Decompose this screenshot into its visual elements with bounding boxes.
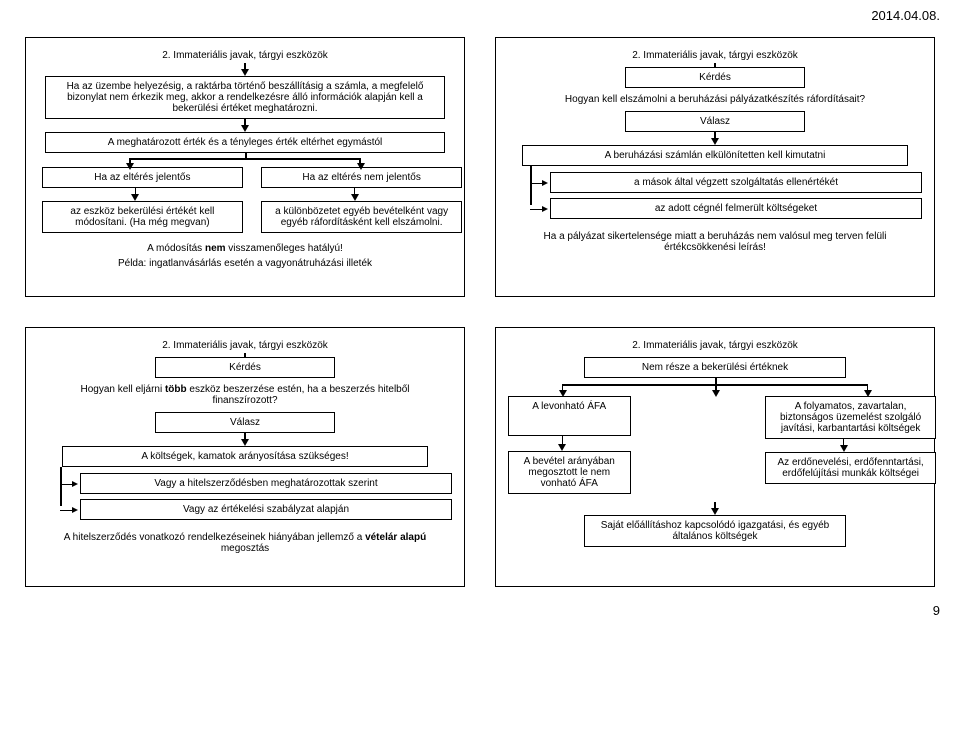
slide2-a2: Ha a pályázat sikertelensége miatt a ber…	[508, 229, 922, 255]
slide3-valasz: Válasz	[155, 412, 335, 433]
split-connector	[38, 153, 452, 167]
slide1-left-head: Ha az eltérés jelentős	[42, 167, 243, 188]
slide4-b3: A folyamatos, zavartalan, biztonságos üz…	[765, 396, 936, 439]
page-grid: 2. Immateriális javak, tárgyi eszközök H…	[0, 27, 960, 597]
slide3-question: Hogyan kell eljárni több eszköz beszerzé…	[46, 382, 444, 408]
slide2-a1: A beruházási számlán elkülönítetten kell…	[522, 145, 909, 166]
slide1-note1: A módosítás nem visszamenőleges hatályú!	[38, 241, 452, 256]
slide1-note2: Példa: ingatlanvásárlás esetén a vagyoná…	[38, 256, 452, 271]
slide2-title: 2. Immateriális javak, tárgyi eszközök	[508, 48, 922, 63]
slide2-a1b: az adott cégnél felmerült költségeket	[550, 198, 922, 219]
slide3-a1a: Vagy a hitelszerződésben meghatározottak…	[80, 473, 452, 494]
slide4-b2: A bevétel arányában megosztott le nem vo…	[508, 451, 631, 494]
slide1-right-head: Ha az eltérés nem jelentős	[261, 167, 462, 188]
slide1-right-body: a különbözetet egyéb bevételként vagy eg…	[261, 201, 462, 233]
slide2-question: Hogyan kell elszámolni a beruházási pály…	[508, 92, 922, 107]
slide4-b4: Az erdőnevelési, erdőfenntartási, erdőfe…	[765, 452, 936, 484]
slide4-split	[508, 378, 922, 396]
footer-page: 9	[0, 597, 960, 624]
slide-2: 2. Immateriális javak, tárgyi eszközök K…	[495, 37, 935, 297]
slide-1: 2. Immateriális javak, tárgyi eszközök H…	[25, 37, 465, 297]
slide4-title: 2. Immateriális javak, tárgyi eszközök	[508, 338, 922, 353]
slide2-a1a: a mások által végzett szolgáltatás ellen…	[550, 172, 922, 193]
slide4-b1: A levonható ÁFA	[508, 396, 631, 436]
header-date: 2014.04.08.	[0, 0, 960, 27]
slide3-a1: A költségek, kamatok arányosítása szüksé…	[62, 446, 428, 467]
slide4-head: Nem része a bekerülési értéknek	[584, 357, 846, 378]
slide-4: 2. Immateriális javak, tárgyi eszközök N…	[495, 327, 935, 587]
slide3-a1b: Vagy az értékelési szabályzat alapján	[80, 499, 452, 520]
slide1-title: 2. Immateriális javak, tárgyi eszközök	[38, 48, 452, 63]
slide3-kerdes: Kérdés	[155, 357, 335, 378]
slide3-title: 2. Immateriális javak, tárgyi eszközök	[38, 338, 452, 353]
slide2-kerdes: Kérdés	[625, 67, 805, 88]
slide1-left-body: az eszköz bekerülési értékét kell módosí…	[42, 201, 243, 233]
slide1-line2-box: A meghatározott érték és a tényleges ért…	[45, 132, 444, 153]
slide2-valasz: Válasz	[625, 111, 805, 132]
slide3-a2: A hitelszerződés vonatkozó rendelkezései…	[38, 530, 452, 556]
slide4-b5: Saját előállításhoz kapcsolódó igazgatás…	[584, 515, 846, 547]
slide1-intro-box: Ha az üzembe helyezésig, a raktárba tört…	[45, 76, 444, 119]
slide-3: 2. Immateriális javak, tárgyi eszközök K…	[25, 327, 465, 587]
